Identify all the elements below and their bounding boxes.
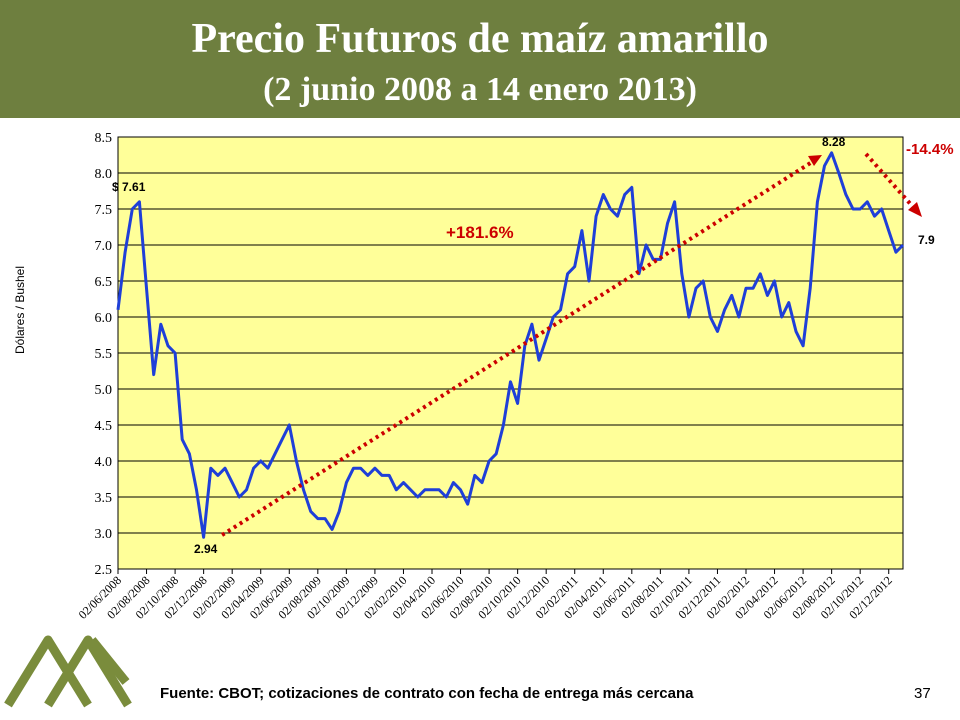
trend-arrow [220, 160, 814, 537]
annotation: -14.4% [906, 141, 954, 158]
marks [116, 151, 905, 539]
y-tick-label: 4.5 [95, 419, 113, 434]
y-tick-label: 3.5 [95, 491, 113, 506]
y-tick-label: 4.0 [95, 455, 113, 470]
annotation: +181.6% [446, 223, 514, 242]
y-tick-label: 2.5 [95, 563, 113, 578]
chart-title: Precio Futuros de maíz amarillo [191, 16, 768, 62]
y-tick-label: 7.5 [95, 203, 113, 218]
page-number: 37 [914, 685, 931, 702]
title-bar [0, 0, 960, 118]
arrow-head [908, 202, 922, 217]
y-tick-label: 8.0 [95, 167, 113, 182]
trend-arrow [864, 152, 916, 210]
price-line [116, 151, 905, 539]
y-tick-label: 5.5 [95, 347, 113, 362]
source-note: Fuente: CBOT; cotizaciones de contrato c… [160, 685, 694, 702]
y-tick-label: 7.0 [95, 239, 113, 254]
chart-subtitle: (2 junio 2008 a 14 enero 2013) [263, 71, 697, 108]
y-tick-label: 3.0 [95, 527, 113, 542]
y-axis-label: Dólares / Bushel [13, 266, 27, 354]
arrow-head [808, 155, 822, 166]
y-tick-label: 8.5 [95, 131, 113, 146]
annotation: $ 7.61 [112, 180, 146, 194]
annotation: 2.94 [194, 542, 218, 556]
y-tick-label: 6.0 [95, 311, 113, 326]
logo [4, 635, 132, 708]
annotation: 8.28 [822, 135, 846, 149]
y-tick-label: 5.0 [95, 383, 113, 398]
y-tick-label: 6.5 [95, 275, 113, 290]
annotation: 7.9 [918, 233, 935, 247]
